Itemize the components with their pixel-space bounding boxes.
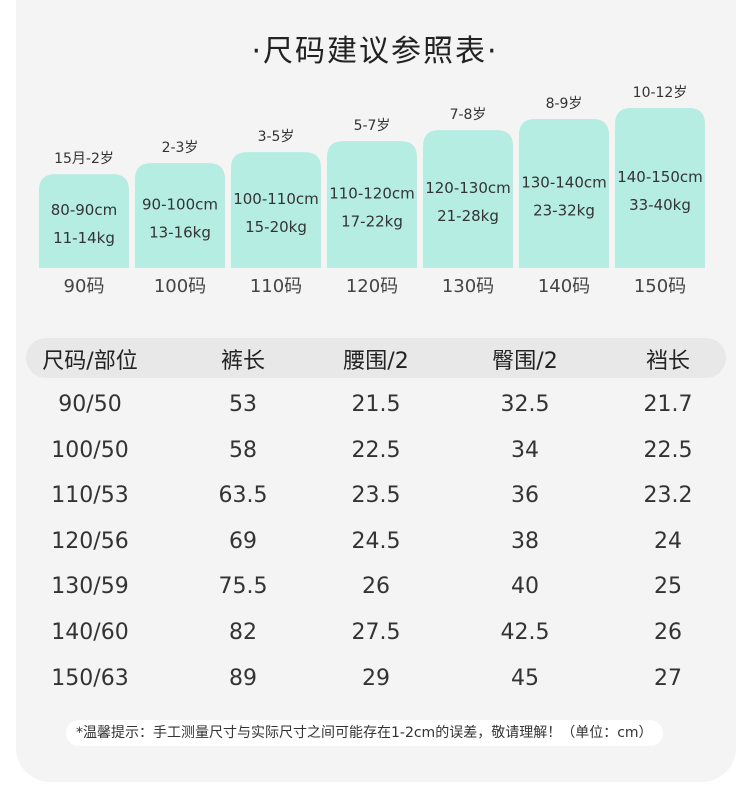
age-label: 2-3岁 — [162, 140, 199, 156]
table-header-cell: 裆长 — [645, 349, 691, 374]
table-cell: 26 — [654, 620, 682, 645]
table-cell: 75.5 — [218, 574, 268, 600]
table-cell: 21.7 — [643, 392, 693, 417]
table-cell: 82 — [229, 620, 257, 645]
age-label: 5-7岁 — [354, 118, 391, 134]
table-header-row — [26, 338, 726, 378]
table-cell: 69 — [229, 528, 257, 554]
size-bar — [327, 141, 417, 268]
weight-range-label: 11-14kg — [53, 229, 115, 247]
page-title: ·尺码建议参照表· — [251, 34, 499, 69]
size-bar — [135, 163, 225, 268]
age-label: 7-8岁 — [450, 107, 487, 123]
table-cell: 25 — [654, 574, 682, 600]
table-cell: 58 — [229, 437, 257, 463]
height-range-label: 140-150cm — [617, 168, 703, 186]
table-cell: 23.2 — [643, 483, 693, 509]
measurement-note: *温馨提示：手工测量尺寸与实际尺寸之间可能存在1-2cm的误差，敬请理解！（单位… — [66, 720, 663, 746]
size-bar-chart: 15月-2岁 80-90cm 11-14kg 90码 2-3岁 90-100cm 13-16… — [39, 85, 705, 297]
height-range-label: 110-120cm — [329, 185, 415, 203]
size-bar — [231, 152, 321, 268]
age-label: 15月-2岁 — [54, 151, 114, 167]
table-cell: 40 — [511, 574, 539, 600]
size-bar — [615, 108, 705, 268]
table-cell: 24 — [654, 528, 682, 554]
table-cell: 22.5 — [351, 437, 401, 463]
table-cell: 150/63 — [51, 665, 129, 691]
size-category-label: 120码 — [346, 276, 398, 297]
table-cell: 27 — [654, 665, 682, 691]
table-cell: 100/50 — [51, 437, 129, 463]
weight-range-label: 23-32kg — [533, 202, 595, 220]
size-category-label: 140码 — [538, 276, 590, 297]
table-cell: 24.5 — [351, 528, 401, 554]
table-cell: 120/56 — [51, 528, 129, 554]
table-cell: 89 — [229, 665, 257, 691]
height-range-label: 100-110cm — [233, 190, 319, 208]
age-label: 10-12岁 — [633, 85, 688, 101]
height-range-label: 80-90cm — [51, 201, 117, 219]
height-range-label: 130-140cm — [521, 174, 607, 192]
size-bar — [423, 130, 513, 268]
age-label: 3-5岁 — [258, 129, 295, 145]
table-cell: 130/59 — [51, 574, 129, 600]
table-cell: 21.5 — [351, 392, 401, 417]
table-cell: 27.5 — [351, 620, 401, 645]
height-range-label: 120-130cm — [425, 179, 511, 197]
table-cell: 45 — [511, 665, 539, 691]
size-category-label: 90码 — [64, 276, 105, 297]
table-cell: 32.5 — [500, 392, 550, 417]
size-bar — [519, 119, 609, 268]
table-cell: 42.5 — [500, 620, 550, 645]
table-cell: 63.5 — [218, 483, 268, 509]
table-cell: 34 — [511, 437, 539, 463]
table-cell: 110/53 — [51, 483, 129, 509]
table-header-cell: 臀围/2 — [492, 349, 558, 374]
table-header-cell: 腰围/2 — [343, 349, 409, 374]
table-cell: 38 — [511, 528, 539, 554]
age-label: 8-9岁 — [546, 96, 583, 112]
table-header-cell: 裤长 — [220, 349, 266, 374]
size-category-label: 150码 — [634, 276, 686, 297]
weight-range-label: 17-22kg — [341, 213, 403, 231]
table-cell: 140/60 — [51, 620, 129, 645]
table-cell: 26 — [362, 574, 390, 600]
table-cell: 22.5 — [643, 437, 693, 463]
table-cell: 36 — [511, 483, 539, 509]
weight-range-label: 13-16kg — [149, 224, 211, 242]
table-cell: 90/50 — [58, 392, 122, 417]
table-header-cell: 尺码/部位 — [42, 349, 138, 374]
table-cell: 53 — [229, 392, 257, 417]
table-cell: 29 — [362, 665, 390, 691]
weight-range-label: 33-40kg — [629, 196, 691, 214]
weight-range-label: 21-28kg — [437, 207, 499, 225]
table-cell: 23.5 — [351, 483, 401, 509]
height-range-label: 90-100cm — [142, 196, 218, 214]
size-category-label: 100码 — [154, 276, 206, 297]
size-category-label: 110码 — [250, 276, 302, 297]
weight-range-label: 15-20kg — [245, 218, 307, 236]
size-bar — [39, 174, 129, 268]
size-category-label: 130码 — [442, 276, 494, 297]
